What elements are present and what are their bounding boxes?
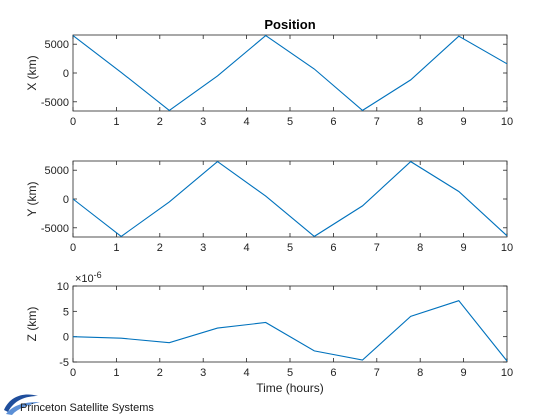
x-tick-label: 7 — [374, 116, 380, 128]
x-tick-label: 8 — [417, 367, 423, 379]
x-tick-label: 0 — [70, 116, 76, 128]
y-tick-label: 5000 — [45, 165, 69, 177]
x-tick-label: 1 — [113, 242, 119, 254]
x-tick-label: 9 — [461, 116, 467, 128]
x-tick-label: 10 — [501, 367, 513, 379]
exponent-base: ×10 — [75, 273, 94, 285]
axes-frame-1 — [72, 34, 508, 112]
x-tick-label: 3 — [200, 116, 206, 128]
y-tick-label: 5000 — [45, 39, 69, 51]
x-tick-label: 9 — [461, 242, 467, 254]
x-tick-label: 4 — [244, 242, 250, 254]
x-tick-label: 3 — [200, 242, 206, 254]
series-line-1 — [72, 34, 508, 112]
x-tick-label: 1 — [113, 367, 119, 379]
y-tick-label: 0 — [63, 68, 69, 80]
x-tick-label: 4 — [244, 116, 250, 128]
y-exponent-label: ×10-6 — [75, 270, 102, 285]
x-tick-label: 8 — [417, 116, 423, 128]
x-tick-label: 5 — [287, 116, 293, 128]
x-tick-label: 5 — [287, 242, 293, 254]
y-tick-label: 0 — [63, 194, 69, 206]
x-tick-label: 6 — [330, 116, 336, 128]
x-tick-label: 8 — [417, 242, 423, 254]
y-tick-label: -5000 — [41, 97, 69, 109]
y-axis-label: Z (km) — [25, 307, 39, 342]
x-axis-label: Time (hours) — [256, 381, 324, 395]
x-tick-label: 2 — [157, 242, 163, 254]
x-tick-label: 7 — [374, 242, 380, 254]
y-axis-label: X (km) — [25, 55, 39, 90]
y-tick-label: 5 — [63, 306, 69, 318]
axes-frame-2 — [72, 160, 508, 238]
y-tick-label: 0 — [63, 332, 69, 344]
axes-frame-3 — [72, 285, 508, 363]
x-tick-label: 4 — [244, 367, 250, 379]
x-tick-label: 0 — [70, 242, 76, 254]
x-tick-label: 10 — [501, 116, 513, 128]
x-tick-label: 7 — [374, 367, 380, 379]
y-axis-label: Y (km) — [25, 181, 39, 216]
x-tick-label: 9 — [461, 367, 467, 379]
exponent-power: -6 — [94, 270, 102, 280]
x-tick-label: 6 — [330, 242, 336, 254]
series-line-2 — [72, 160, 508, 238]
x-tick-label: 1 — [113, 116, 119, 128]
x-tick-label: 2 — [157, 367, 163, 379]
series-line-3 — [72, 300, 508, 362]
x-tick-label: 6 — [330, 367, 336, 379]
x-tick-label: 10 — [501, 242, 513, 254]
x-tick-label: 3 — [200, 367, 206, 379]
y-tick-label: -5 — [59, 357, 69, 369]
chart-title: Position — [264, 17, 315, 32]
x-tick-label: 2 — [157, 116, 163, 128]
y-tick-label: -5000 — [41, 223, 69, 235]
brand-name: Princeton Satellite Systems — [20, 402, 154, 414]
x-tick-label: 5 — [287, 367, 293, 379]
swoosh-logo-icon — [4, 394, 40, 415]
y-tick-label: 10 — [57, 281, 69, 293]
x-tick-label: 0 — [70, 367, 76, 379]
